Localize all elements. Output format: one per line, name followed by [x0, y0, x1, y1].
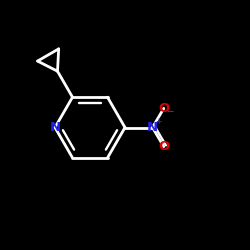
Text: +: + [155, 118, 161, 126]
Text: N: N [147, 121, 158, 134]
Text: −: − [166, 107, 174, 116]
Text: O: O [158, 140, 170, 153]
Text: O: O [158, 102, 170, 115]
Text: N: N [50, 121, 60, 134]
